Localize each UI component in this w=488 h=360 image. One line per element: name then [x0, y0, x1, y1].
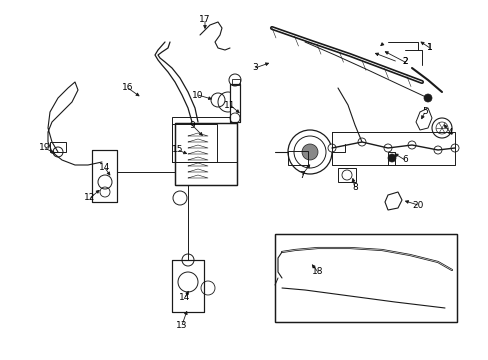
- Circle shape: [450, 144, 458, 152]
- Bar: [50, 142, 66, 152]
- Text: 3: 3: [252, 63, 257, 72]
- Text: 17: 17: [199, 15, 210, 24]
- Bar: [274, 234, 456, 322]
- Circle shape: [433, 146, 441, 154]
- Bar: [337, 168, 355, 182]
- Text: 20: 20: [411, 201, 423, 210]
- Text: 13: 13: [176, 320, 187, 329]
- Text: 9: 9: [189, 121, 195, 130]
- Text: 15: 15: [172, 145, 183, 154]
- Text: 18: 18: [312, 267, 323, 276]
- Text: 12: 12: [84, 194, 96, 202]
- Circle shape: [407, 141, 415, 149]
- Text: 2: 2: [401, 58, 407, 67]
- Text: 6: 6: [401, 156, 407, 165]
- Text: 1: 1: [426, 44, 432, 53]
- Circle shape: [302, 144, 317, 160]
- Text: 11: 11: [224, 100, 235, 109]
- Bar: [231, 79, 240, 85]
- Text: 14: 14: [99, 163, 110, 172]
- Bar: [229, 84, 240, 122]
- Bar: [172, 260, 203, 312]
- Bar: [172, 117, 237, 162]
- Text: 5: 5: [421, 108, 427, 117]
- Text: 2: 2: [401, 58, 407, 67]
- Bar: [92, 150, 117, 202]
- Text: 16: 16: [122, 84, 134, 93]
- Circle shape: [327, 144, 335, 152]
- Bar: [287, 151, 307, 165]
- Circle shape: [387, 154, 395, 162]
- Bar: [172, 124, 217, 162]
- Text: 8: 8: [351, 184, 357, 193]
- Text: 4: 4: [446, 127, 452, 136]
- Circle shape: [423, 94, 431, 102]
- Text: 14: 14: [179, 293, 190, 302]
- Text: 7: 7: [299, 171, 304, 180]
- Bar: [229, 84, 240, 122]
- Bar: [175, 123, 237, 185]
- Bar: [274, 234, 456, 322]
- Bar: [175, 123, 237, 185]
- Text: 1: 1: [426, 44, 432, 53]
- Bar: [172, 260, 203, 312]
- Text: 19: 19: [39, 144, 51, 153]
- Text: 10: 10: [192, 90, 203, 99]
- Bar: [92, 150, 117, 202]
- Circle shape: [357, 138, 365, 146]
- Circle shape: [383, 144, 391, 152]
